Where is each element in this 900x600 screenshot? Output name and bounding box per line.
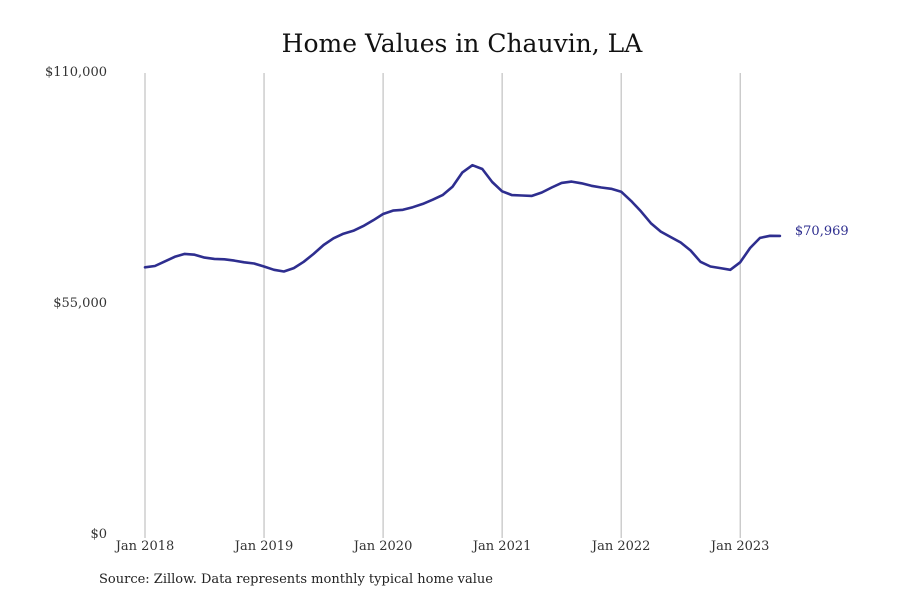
x-tick-label: Jan 2021 <box>471 539 532 554</box>
y-tick-label: $110,000 <box>45 65 107 80</box>
grid-lines <box>144 73 741 538</box>
data-point <box>422 203 424 205</box>
data-point <box>630 200 632 202</box>
data-point <box>689 249 691 251</box>
data-point <box>213 258 215 260</box>
data-point <box>223 258 225 260</box>
data-point <box>739 261 741 263</box>
data-point <box>471 164 473 166</box>
x-tick-label: Jan 2018 <box>114 539 175 554</box>
data-point <box>402 209 404 211</box>
data-point <box>709 265 711 267</box>
data-point <box>243 261 245 263</box>
data-point <box>699 261 701 263</box>
data-point <box>332 237 334 239</box>
data-point <box>620 191 622 193</box>
data-point <box>501 190 503 192</box>
data-point <box>253 262 255 264</box>
data-point <box>144 266 146 268</box>
data-point <box>382 213 384 215</box>
data-point <box>432 199 434 201</box>
data-point <box>759 237 761 239</box>
data-point <box>670 236 672 238</box>
data-point <box>531 195 533 197</box>
latest-value-label: $70,969 <box>795 224 849 239</box>
data-point <box>352 230 354 232</box>
data-point <box>570 180 572 182</box>
data-point <box>322 244 324 246</box>
data-point <box>392 209 394 211</box>
x-tick-label: Jan 2020 <box>352 539 413 554</box>
data-point <box>560 182 562 184</box>
x-tick-label: Jan 2023 <box>709 539 770 554</box>
data-point <box>312 253 314 255</box>
data-point <box>590 185 592 187</box>
data-point <box>451 186 453 188</box>
data-point <box>719 267 721 269</box>
data-point <box>461 171 463 173</box>
data-point <box>193 254 195 256</box>
y-tick-label: $55,000 <box>53 296 107 311</box>
data-points <box>144 164 781 273</box>
data-point <box>372 219 374 221</box>
data-point <box>749 247 751 249</box>
data-point <box>491 181 493 183</box>
data-point <box>680 241 682 243</box>
x-tick-label: Jan 2019 <box>233 539 294 554</box>
data-point <box>779 235 781 237</box>
data-point <box>203 256 205 258</box>
chart-title: Home Values in Chauvin, LA <box>282 29 644 58</box>
data-point <box>233 259 235 261</box>
y-axis-ticks: $110,000 $55,000 $0 <box>45 65 107 542</box>
home-value-series-line <box>143 163 782 273</box>
data-point <box>441 194 443 196</box>
x-axis-ticks: Jan 2018 Jan 2019 Jan 2020 Jan 2021 Jan 2022… <box>114 539 770 554</box>
data-point <box>303 261 305 263</box>
data-point <box>362 225 364 227</box>
data-point <box>293 267 295 269</box>
data-point <box>769 235 771 237</box>
data-point <box>154 265 156 267</box>
y-tick-label: $0 <box>90 527 107 542</box>
source-note: Source: Zillow. Data represents monthly … <box>99 572 493 587</box>
data-point <box>283 270 285 272</box>
data-point <box>342 233 344 235</box>
data-point <box>580 182 582 184</box>
data-point <box>184 253 186 255</box>
data-point <box>263 265 265 267</box>
data-point <box>541 191 543 193</box>
data-point <box>729 269 731 271</box>
data-point <box>521 194 523 196</box>
x-tick-label: Jan 2022 <box>590 539 651 554</box>
data-point <box>273 269 275 271</box>
data-point <box>551 186 553 188</box>
data-point <box>600 186 602 188</box>
data-point <box>174 256 176 258</box>
data-point <box>511 194 513 196</box>
data-point <box>650 222 652 224</box>
data-point <box>640 210 642 212</box>
data-point <box>164 260 166 262</box>
data-point <box>481 168 483 170</box>
data-point <box>660 230 662 232</box>
data-point <box>610 188 612 190</box>
data-point <box>412 206 414 208</box>
